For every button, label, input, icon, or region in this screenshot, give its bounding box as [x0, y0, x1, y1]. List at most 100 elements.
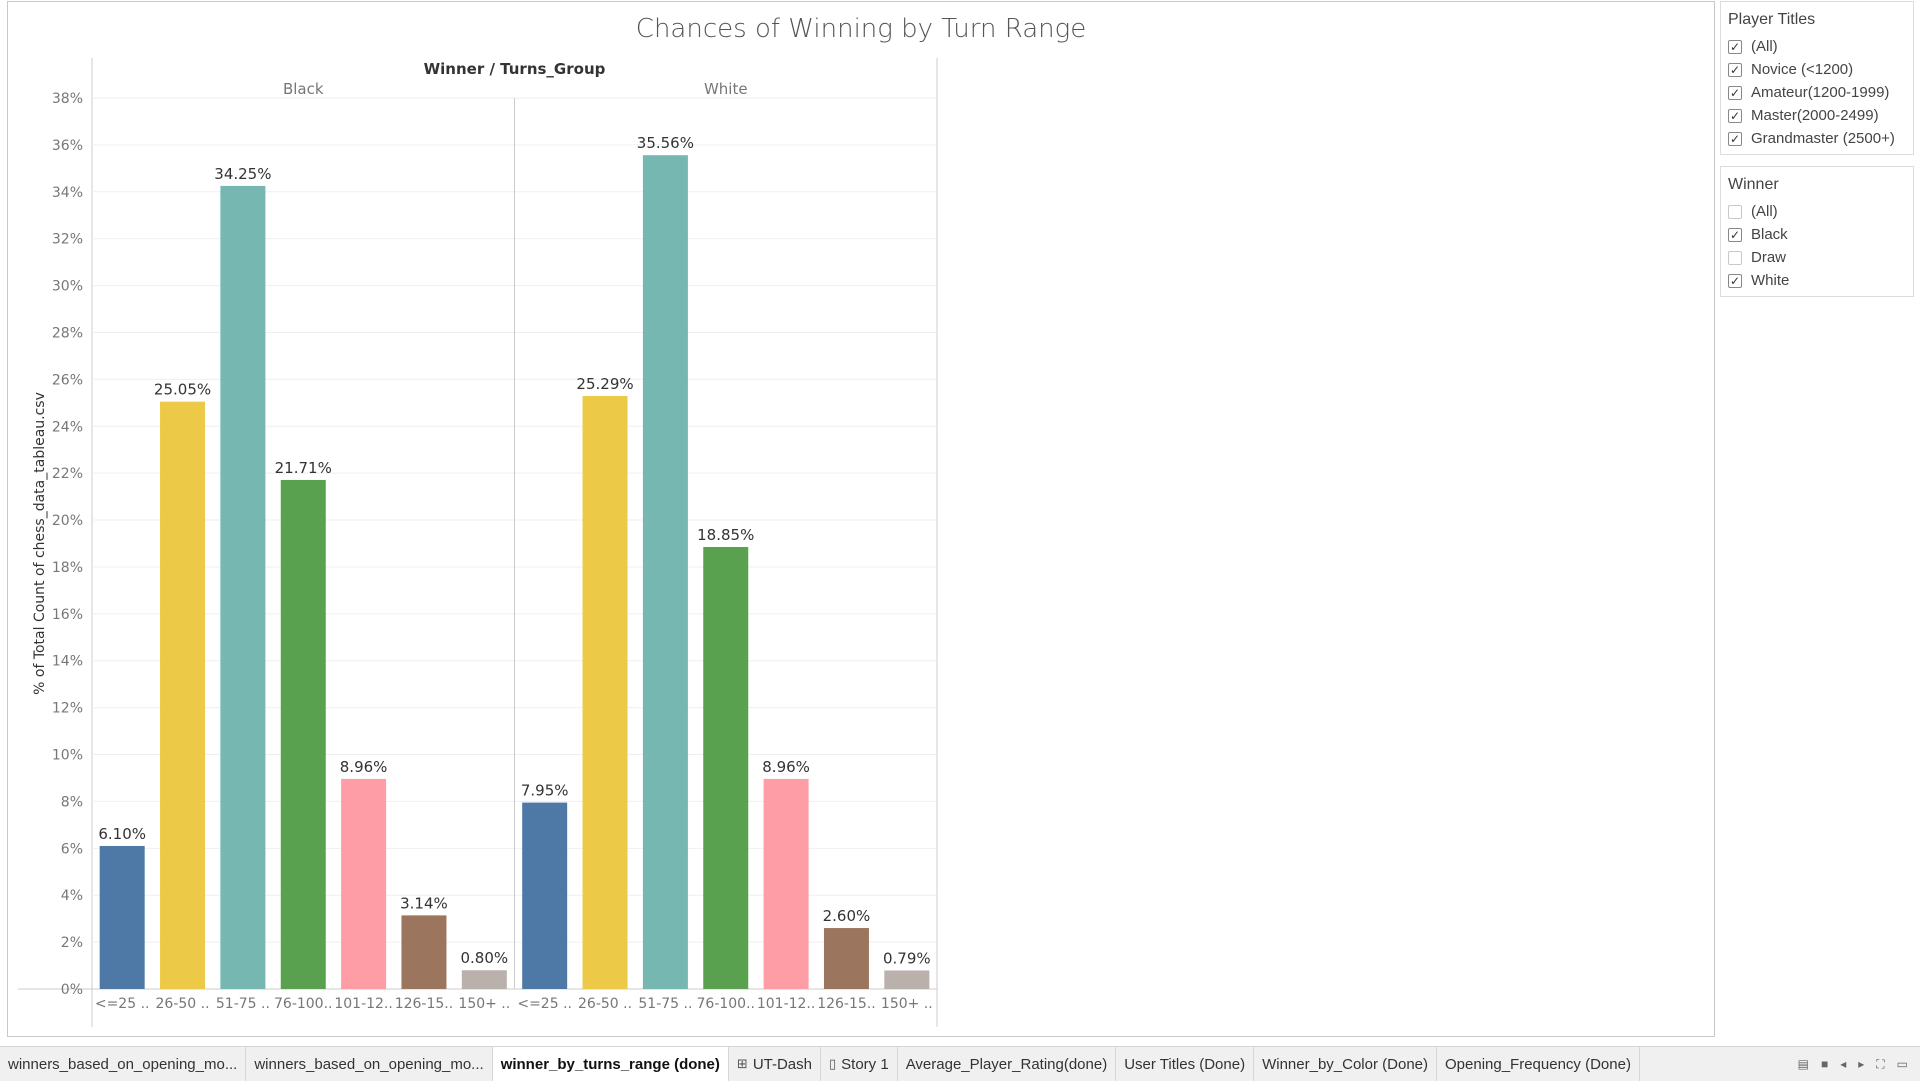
player-titles-options: ✓ (All) ✓ Novice (<1200) ✓ Amateur(1200-1999)… [1721, 35, 1913, 154]
bar-white-6 [884, 970, 930, 989]
checkbox-icon[interactable]: ✓ [1728, 131, 1742, 146]
option-label: Black [1751, 226, 1788, 243]
option-label: Novice (<1200) [1751, 61, 1854, 78]
y-tick-label: 20% [52, 513, 83, 529]
player-titles-option[interactable]: ✓ Novice (<1200) [1721, 58, 1913, 81]
y-tick-label: 14% [52, 654, 83, 670]
sheet-tab-label: Story 1 [841, 1055, 889, 1073]
checkbox-icon[interactable] [1728, 204, 1742, 219]
sheet-tab[interactable]: Opening_Frequency (Done) [1437, 1047, 1640, 1081]
bar-black-4 [341, 778, 387, 989]
sheet-tab[interactable]: Winner_by_Color (Done) [1254, 1047, 1437, 1081]
sheet-tab[interactable]: winner_by_turns_range (done) [492, 1047, 729, 1081]
sheet-tab-bar: winners_based_on_opening_mo... winners_ba… [0, 1046, 1920, 1081]
x-tick-label: 126-15.. [395, 996, 454, 1012]
winner-option[interactable]: ✓ Black [1721, 223, 1913, 246]
sheet-tab[interactable]: Average_Player_Rating(done) [898, 1047, 1117, 1081]
option-label: Grandmaster (2500+) [1751, 130, 1895, 147]
next-sheet-icon[interactable]: ▸ [1858, 1057, 1865, 1071]
player-titles-filter: Player Titles ✓ (All) ✓ Novice (<1200) ✓ Amat… [1720, 1, 1914, 155]
y-tick-label: 18% [52, 560, 83, 576]
player-titles-option[interactable]: ✓ Grandmaster (2500+) [1721, 127, 1913, 150]
bar-white-5 [823, 928, 869, 989]
data-label: 21.71% [275, 459, 332, 477]
data-label: 35.56% [637, 134, 694, 152]
show-sheets-icon[interactable]: ▤ [1797, 1057, 1809, 1071]
panel-label-white: White [704, 80, 748, 98]
x-tick-label: 26-50 .. [156, 996, 210, 1012]
data-label: 18.85% [697, 526, 754, 544]
bar-chart: Winner / Turns_Group 0% 2% 4% 6% 8% 10% 12% 14% 1… [18, 58, 938, 1027]
data-label: 25.29% [576, 375, 633, 393]
data-label: 2.60% [823, 907, 871, 925]
fullscreen-icon[interactable]: ⛶ [1876, 1056, 1885, 1071]
sheet-tab[interactable]: ▯ Story 1 [821, 1047, 898, 1081]
winner-option[interactable]: ✓ White [1721, 269, 1913, 292]
x-tick-label: 76-100.. [697, 996, 756, 1012]
data-label: 6.10% [98, 825, 146, 843]
y-tick-label: 24% [52, 419, 83, 435]
option-label: Amateur(1200-1999) [1751, 84, 1890, 101]
sheet-tab-label: Opening_Frequency (Done) [1445, 1055, 1631, 1073]
checkbox-icon[interactable]: ✓ [1728, 108, 1742, 123]
x-tick-label: 51-75 .. [216, 996, 270, 1012]
header-label: Winner / Turns_Group [424, 60, 606, 78]
sheet-tab-label: User Titles (Done) [1124, 1055, 1246, 1073]
checkbox-icon[interactable] [1728, 250, 1742, 265]
data-label: 25.05% [154, 381, 211, 399]
data-label: 8.96% [340, 758, 388, 776]
worksheet-view: Chances of Winning by Turn Range Winner … [7, 1, 1715, 1037]
sheet-tab[interactable]: winners_based_on_opening_mo... [246, 1047, 493, 1081]
bar-black-5 [401, 915, 447, 989]
y-tick-label: 0% [61, 982, 83, 998]
data-label: 3.14% [400, 894, 448, 912]
y-tick-label: 16% [52, 607, 83, 623]
option-label: White [1751, 272, 1790, 289]
checkbox-icon[interactable]: ✓ [1728, 62, 1742, 77]
data-label: 7.95% [521, 782, 569, 800]
data-label: 8.96% [762, 758, 810, 776]
prev-sheet-icon[interactable]: ◂ [1840, 1057, 1847, 1071]
player-titles-option[interactable]: ✓ Amateur(1200-1999) [1721, 81, 1913, 104]
present-icon[interactable]: ▭ [1896, 1057, 1908, 1071]
winner-option[interactable]: (All) [1721, 200, 1913, 223]
checkbox-icon[interactable]: ✓ [1728, 85, 1742, 100]
bar-black-0 [99, 845, 145, 989]
bar-black-3 [280, 479, 326, 989]
winner-filter: Winner (All) ✓ Black Draw ✓ White [1720, 166, 1914, 297]
dashboard-icon: ⊞ [736, 1056, 748, 1071]
filmstrip-icon[interactable]: ■ [1820, 1057, 1829, 1071]
x-tick-label: 150+ .. [458, 996, 510, 1012]
y-tick-label: 34% [52, 185, 83, 201]
bar-white-1 [582, 396, 628, 989]
checkbox-icon[interactable]: ✓ [1728, 227, 1742, 242]
sheet-tab-label: Average_Player_Rating(done) [905, 1055, 1108, 1073]
checkbox-icon[interactable]: ✓ [1728, 273, 1742, 288]
y-tick-label: 2% [61, 935, 83, 951]
player-titles-option[interactable]: ✓ Master(2000-2499) [1721, 104, 1913, 127]
x-tick-label: 26-50 .. [578, 996, 632, 1012]
sheet-tab[interactable]: winners_based_on_opening_mo... [0, 1047, 247, 1081]
y-tick-label: 28% [52, 325, 83, 341]
y-tick-label: 10% [52, 748, 83, 764]
winner-filter-title: Winner [1728, 176, 1779, 193]
x-tick-label: <=25 .. [95, 996, 150, 1012]
winner-option[interactable]: Draw [1721, 246, 1913, 269]
sheet-tab[interactable]: User Titles (Done) [1116, 1047, 1255, 1081]
y-axis-label: % of Total Count of chess_data_tableau.c… [32, 392, 48, 695]
bar-black-1 [160, 401, 206, 989]
bar-white-4 [763, 778, 809, 989]
player-titles-option[interactable]: ✓ (All) [1721, 35, 1913, 58]
sheet-tab[interactable]: ⊞ UT-Dash [729, 1047, 821, 1081]
checkbox-icon[interactable]: ✓ [1728, 39, 1742, 54]
sheet-tab-label: UT-Dash [752, 1055, 812, 1073]
bar-black-6 [461, 970, 507, 989]
option-label: (All) [1751, 38, 1778, 55]
x-tick-label: <=25 .. [517, 996, 572, 1012]
sheet-tabs: winners_based_on_opening_mo... winners_ba… [0, 1047, 1640, 1081]
y-tick-label: 38% [52, 91, 83, 107]
y-tick-label: 6% [61, 841, 83, 857]
story-icon: ▯ [829, 1056, 837, 1071]
y-tick-label: 12% [52, 701, 83, 717]
y-tick-label: 36% [52, 138, 83, 154]
